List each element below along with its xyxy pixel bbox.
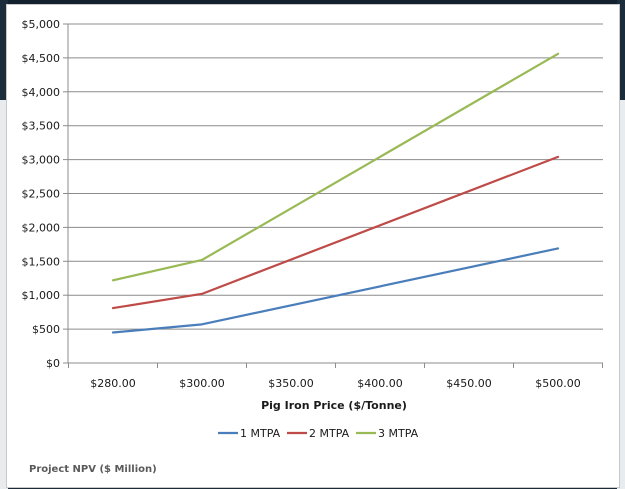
axes: $0 $500 $1,000 $1,500 $2,000 $2,500 $3,000 $3,5… xyxy=(22,18,603,390)
legend: 1 MTPA 2 MTPA 3 MTPA xyxy=(218,427,419,440)
x-tick-label: $450.00 xyxy=(446,377,492,390)
y-tick-label: $2,500 xyxy=(22,188,61,201)
legend-item: 3 MTPA xyxy=(356,427,419,440)
chart-card: $0 $500 $1,000 $1,500 $2,000 $2,500 $3,000 $3,5… xyxy=(6,4,620,488)
y-tick-label: $0 xyxy=(46,357,60,370)
series-line-3-mtpa xyxy=(111,52,560,282)
legend-label: 1 MTPA xyxy=(240,427,281,440)
x-axis-title: Pig Iron Price ($/Tonne) xyxy=(261,399,407,412)
y-tick-label: $3,000 xyxy=(22,154,61,167)
x-tick-label: $500.00 xyxy=(535,377,581,390)
line-chart: $0 $500 $1,000 $1,500 $2,000 $2,500 $3,000 $3,5… xyxy=(22,18,603,440)
y-tick-label: $500 xyxy=(32,323,60,336)
y-tick-label: $5,000 xyxy=(22,18,61,31)
footer-label: Project NPV ($ Million) xyxy=(29,464,157,475)
x-tick-label: $350.00 xyxy=(268,377,314,390)
x-tick-label: $280.00 xyxy=(90,377,136,390)
legend-label: 2 MTPA xyxy=(309,427,350,440)
series-line-1-mtpa xyxy=(111,247,560,334)
legend-item: 2 MTPA xyxy=(287,427,350,440)
background-strip-right xyxy=(617,0,625,489)
background-strip-left xyxy=(0,0,8,489)
legend-item: 1 MTPA xyxy=(218,427,281,440)
x-tick-label: $300.00 xyxy=(179,377,225,390)
y-tick-label: $4,500 xyxy=(22,52,61,65)
x-tick-label: $400.00 xyxy=(357,377,403,390)
gridlines xyxy=(68,23,603,330)
y-tick-label: $1,000 xyxy=(22,289,61,302)
y-tick-label: $3,500 xyxy=(22,120,61,133)
legend-label: 3 MTPA xyxy=(378,427,419,440)
y-tick-label: $1,500 xyxy=(22,255,61,268)
y-tick-label: $4,000 xyxy=(22,86,61,99)
y-tick-label: $2,000 xyxy=(22,221,61,234)
series-line-2-mtpa xyxy=(111,155,560,310)
series-lines xyxy=(111,52,560,334)
